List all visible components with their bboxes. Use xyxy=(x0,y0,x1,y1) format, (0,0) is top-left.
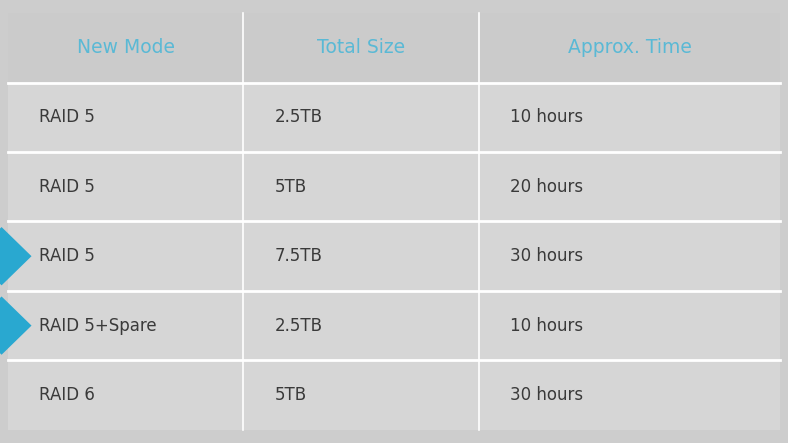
Text: 30 hours: 30 hours xyxy=(511,386,584,404)
Text: 7.5TB: 7.5TB xyxy=(275,247,323,265)
Text: RAID 6: RAID 6 xyxy=(39,386,95,404)
Text: 2.5TB: 2.5TB xyxy=(275,317,323,334)
Polygon shape xyxy=(0,296,32,355)
Bar xyxy=(8,152,780,222)
Text: RAID 5+Spare: RAID 5+Spare xyxy=(39,317,157,334)
Polygon shape xyxy=(0,227,32,285)
Bar xyxy=(8,13,780,83)
Text: 10 hours: 10 hours xyxy=(511,109,584,126)
Bar xyxy=(8,360,780,430)
Text: Approx. Time: Approx. Time xyxy=(567,39,692,58)
Text: 30 hours: 30 hours xyxy=(511,247,584,265)
Text: 5TB: 5TB xyxy=(275,386,307,404)
Text: RAID 5: RAID 5 xyxy=(39,178,95,196)
Bar xyxy=(8,222,780,291)
Text: 5TB: 5TB xyxy=(275,178,307,196)
Text: 2.5TB: 2.5TB xyxy=(275,109,323,126)
Text: New Mode: New Mode xyxy=(76,39,175,58)
Bar xyxy=(8,83,780,152)
Text: Total Size: Total Size xyxy=(317,39,405,58)
Text: RAID 5: RAID 5 xyxy=(39,109,95,126)
Text: 10 hours: 10 hours xyxy=(511,317,584,334)
Text: RAID 5: RAID 5 xyxy=(39,247,95,265)
Bar xyxy=(8,291,780,360)
Text: 20 hours: 20 hours xyxy=(511,178,584,196)
